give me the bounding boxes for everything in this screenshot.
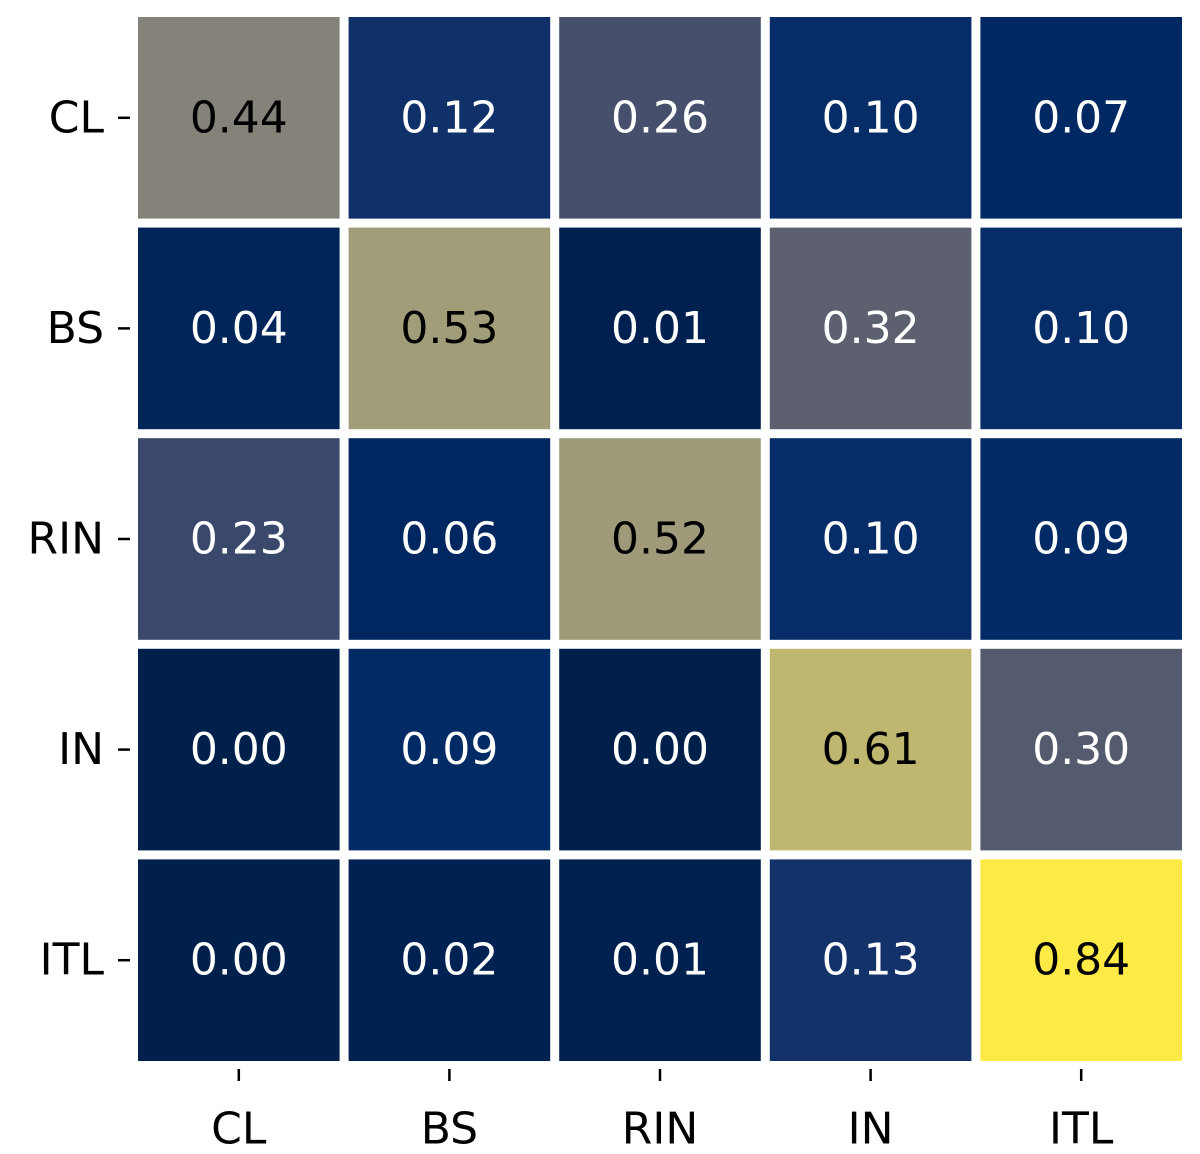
- y-tick-label: ITL: [40, 935, 105, 986]
- heatmap-cell-in-in: [769, 648, 972, 851]
- x-tick-label: BS: [421, 1104, 478, 1154]
- cell-value-label: 0.00: [190, 935, 288, 986]
- heatmap-cell-itl-in: [769, 859, 972, 1061]
- heatmap-cells: 0.44 0.12 0.26 0.10 0.07 0.04 0.53 0.01 0.32 0.10…: [138, 17, 1182, 1061]
- cell-value-label: 0.09: [400, 724, 498, 775]
- heatmap-cell-itl-cl: [138, 859, 340, 1061]
- y-tick-label: BS: [47, 303, 104, 354]
- cell-value-label: 0.04: [190, 303, 288, 354]
- heatmap-cell-cl-bs: [348, 17, 551, 219]
- x-tick-label: IN: [848, 1104, 894, 1154]
- heatmap-cell-cl-cl: [138, 17, 340, 219]
- heatmap-cell-cl-itl: [980, 17, 1182, 219]
- x-tick-label: ITL: [1049, 1104, 1114, 1154]
- heatmap-cell-itl-itl: [980, 859, 1182, 1061]
- heatmap-cell-cl-rin: [559, 17, 761, 219]
- heatmap-cell-bs-bs: [348, 227, 551, 430]
- cell-value-label: 0.23: [190, 514, 288, 565]
- y-tick-label: IN: [58, 724, 104, 775]
- x-tick-label: RIN: [622, 1104, 698, 1154]
- y-axis: CL BS RIN IN ITL: [28, 92, 130, 986]
- cell-value-label: 0.26: [611, 92, 709, 143]
- cell-value-label: 0.01: [611, 303, 709, 354]
- cell-value-label: 0.30: [1032, 724, 1130, 775]
- heatmap-cell-rin-bs: [348, 438, 551, 640]
- cell-value-label: 0.10: [822, 514, 920, 565]
- heatmap-cell-in-cl: [138, 648, 340, 851]
- cell-value-label: 0.09: [1032, 514, 1130, 565]
- heatmap-cell-bs-rin: [559, 227, 761, 430]
- y-tick-label: CL: [49, 92, 105, 143]
- heatmap-cell-rin-itl: [980, 438, 1182, 640]
- heatmap-cell-bs-in: [769, 227, 972, 430]
- cell-value-label: 0.13: [822, 935, 920, 986]
- heatmap-cell-in-bs: [348, 648, 551, 851]
- cell-value-label: 0.52: [611, 514, 709, 565]
- cell-value-label: 0.01: [611, 935, 709, 986]
- heatmap-cell-in-rin: [559, 648, 761, 851]
- heatmap-cell-rin-in: [769, 438, 972, 640]
- cell-value-label: 0.02: [400, 935, 498, 986]
- y-tick-label: RIN: [28, 514, 104, 565]
- cell-value-label: 0.84: [1032, 935, 1130, 986]
- heatmap-cell-itl-bs: [348, 859, 551, 1061]
- cell-value-label: 0.10: [1032, 303, 1130, 354]
- heatmap-cell-itl-rin: [559, 859, 761, 1061]
- heatmap-cell-rin-rin: [559, 438, 761, 640]
- x-axis: CL BS RIN IN ITL: [211, 1069, 1114, 1154]
- cell-value-label: 0.00: [611, 724, 709, 775]
- heatmap-cell-rin-cl: [138, 438, 340, 640]
- cell-value-label: 0.10: [822, 92, 920, 143]
- heatmap-cell-in-itl: [980, 648, 1182, 851]
- cell-value-label: 0.06: [400, 514, 498, 565]
- cell-value-label: 0.32: [822, 303, 920, 354]
- cell-value-label: 0.07: [1032, 92, 1130, 143]
- cell-value-label: 0.61: [822, 724, 920, 775]
- heatmap-cell-cl-in: [769, 17, 972, 219]
- heatmap-cell-bs-itl: [980, 227, 1182, 430]
- x-tick-label: CL: [211, 1104, 267, 1154]
- cell-value-label: 0.00: [190, 724, 288, 775]
- cell-value-label: 0.53: [400, 303, 498, 354]
- cell-value-label: 0.12: [400, 92, 498, 143]
- cell-value-label: 0.44: [190, 92, 288, 143]
- heatmap-cell-bs-cl: [138, 227, 340, 430]
